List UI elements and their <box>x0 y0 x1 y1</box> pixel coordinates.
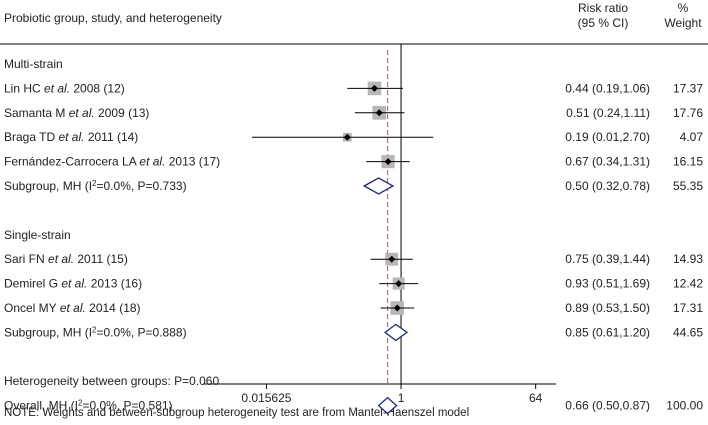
estimate-text-10: 0.89 (0.53,1.50) <box>565 301 650 315</box>
header-rr-line2: (95 % CI) <box>578 16 629 30</box>
row-label-9: Demirel G et al. 2013 (16) <box>4 277 142 291</box>
row-label-part: 2011 (14) <box>84 130 138 144</box>
row-label-part: 2009 (13) <box>95 106 150 120</box>
row-label-part: 2014 (18) <box>86 301 141 315</box>
row-label-part: et al. <box>60 301 86 315</box>
row-label-part: 2013 (17) <box>165 155 220 169</box>
estimate-text-4: 0.67 (0.34,1.31) <box>565 155 650 169</box>
weight-text-10: 17.31 <box>673 301 703 315</box>
x-tick-label-1: 1 <box>398 391 405 405</box>
row-label-part: 2008 (12) <box>70 81 125 95</box>
weight-text-1: 17.37 <box>673 81 703 95</box>
row-label-part: Subgroup, MH (I <box>4 325 92 339</box>
row-label-3: Braga TD et al. 2011 (14) <box>4 130 138 144</box>
header-rr-line1: Risk ratio <box>578 1 628 15</box>
row-label-part: 2 <box>92 325 97 334</box>
point-estimate-4 <box>384 158 392 166</box>
row-label-0: Multi-strain <box>4 57 63 71</box>
row-label-part: Multi-strain <box>4 57 63 71</box>
estimate-text-11: 0.85 (0.61,1.20) <box>565 325 650 339</box>
point-estimate-10 <box>393 304 401 312</box>
row-label-part: Demirel G <box>4 277 61 291</box>
point-estimate-8 <box>388 255 396 263</box>
weight-text-5: 55.35 <box>673 179 703 193</box>
row-label-part: =0.0%, P=0.581) <box>82 399 172 413</box>
row-label-2: Samanta M et al. 2009 (13) <box>4 106 149 120</box>
header-study-label: Probiotic group, study, and heterogeneit… <box>4 11 222 25</box>
estimate-text-1: 0.44 (0.19,1.06) <box>565 81 650 95</box>
row-label-part: Heterogeneity between groups: P=0.060 <box>4 374 219 388</box>
point-estimate-3 <box>343 133 351 141</box>
estimate-text-14: 0.66 (0.50,0.87) <box>565 399 650 413</box>
estimate-text-8: 0.75 (0.39,1.44) <box>565 252 650 266</box>
row-label-4: Fernández-Carrocera LA et al. 2013 (17) <box>4 155 220 169</box>
row-label-part: =0.0%, P=0.888) <box>97 325 187 339</box>
weight-text-11: 44.65 <box>673 325 703 339</box>
header-weight-line1: % <box>678 1 689 15</box>
row-label-part: Lin HC <box>4 81 44 95</box>
summary-diamond-11 <box>383 323 409 342</box>
row-label-part: et al. <box>139 155 165 169</box>
estimate-text-3: 0.19 (0.01,2.70) <box>565 130 650 144</box>
weight-text-3: 4.07 <box>680 130 704 144</box>
row-label-part: Single-strain <box>4 228 71 242</box>
row-label-part: 2013 (16) <box>87 277 142 291</box>
row-label-10: Oncel MY et al. 2014 (18) <box>4 301 141 315</box>
row-label-part: et al. <box>44 81 70 95</box>
row-label-7: Single-strain <box>4 228 71 242</box>
row-label-part: Overall, MH (I <box>4 399 78 413</box>
row-label-part: 2 <box>92 179 97 188</box>
footnote: NOTE: Weights and between-subgroup heter… <box>4 407 469 419</box>
row-label-part: Sari FN <box>4 252 48 266</box>
row-label-part: Subgroup, MH (I <box>4 179 92 193</box>
point-estimate-1 <box>370 84 378 92</box>
row-label-part: Braga TD <box>4 130 58 144</box>
header-weight-line2: Weight <box>664 16 702 30</box>
row-label-part: Oncel MY <box>4 301 60 315</box>
row-label-14: Overall, MH (I2=0.0%, P=0.581) <box>4 398 173 413</box>
row-label-part: et al. <box>58 130 84 144</box>
weight-text-2: 17.76 <box>673 106 703 120</box>
row-label-part: et al. <box>48 252 74 266</box>
weight-text-4: 16.15 <box>673 155 703 169</box>
estimate-text-9: 0.93 (0.51,1.69) <box>565 277 650 291</box>
weight-text-8: 14.93 <box>673 252 703 266</box>
summary-diamond-14 <box>377 396 398 415</box>
row-label-8: Sari FN et al. 2011 (15) <box>4 252 128 266</box>
row-label-part: 2011 (15) <box>74 252 128 266</box>
weight-text-14: 100.00 <box>666 399 703 413</box>
row-label-part: Fernández-Carrocera LA <box>4 155 139 169</box>
point-estimate-2 <box>375 109 383 117</box>
summary-diamond-5 <box>362 177 395 195</box>
row-label-part: 2 <box>78 398 83 407</box>
row-label-1: Lin HC et al. 2008 (12) <box>4 81 125 95</box>
row-label-part: et al. <box>61 277 87 291</box>
row-label-part: Samanta M <box>4 106 69 120</box>
row-label-part: et al. <box>69 106 95 120</box>
row-label-part: =0.0%, P=0.733) <box>97 179 187 193</box>
row-label-13: Heterogeneity between groups: P=0.060 <box>4 374 219 388</box>
weight-text-9: 12.42 <box>673 277 703 291</box>
x-tick-label-2: 64 <box>529 391 543 405</box>
row-label-11: Subgroup, MH (I2=0.0%, P=0.888) <box>4 325 187 340</box>
estimate-text-2: 0.51 (0.24,1.11) <box>566 106 650 120</box>
point-estimate-9 <box>395 280 403 288</box>
estimate-text-5: 0.50 (0.32,0.78) <box>565 179 650 193</box>
x-tick-label-0: 0.015625 <box>241 391 291 405</box>
row-label-5: Subgroup, MH (I2=0.0%, P=0.733) <box>4 179 187 194</box>
